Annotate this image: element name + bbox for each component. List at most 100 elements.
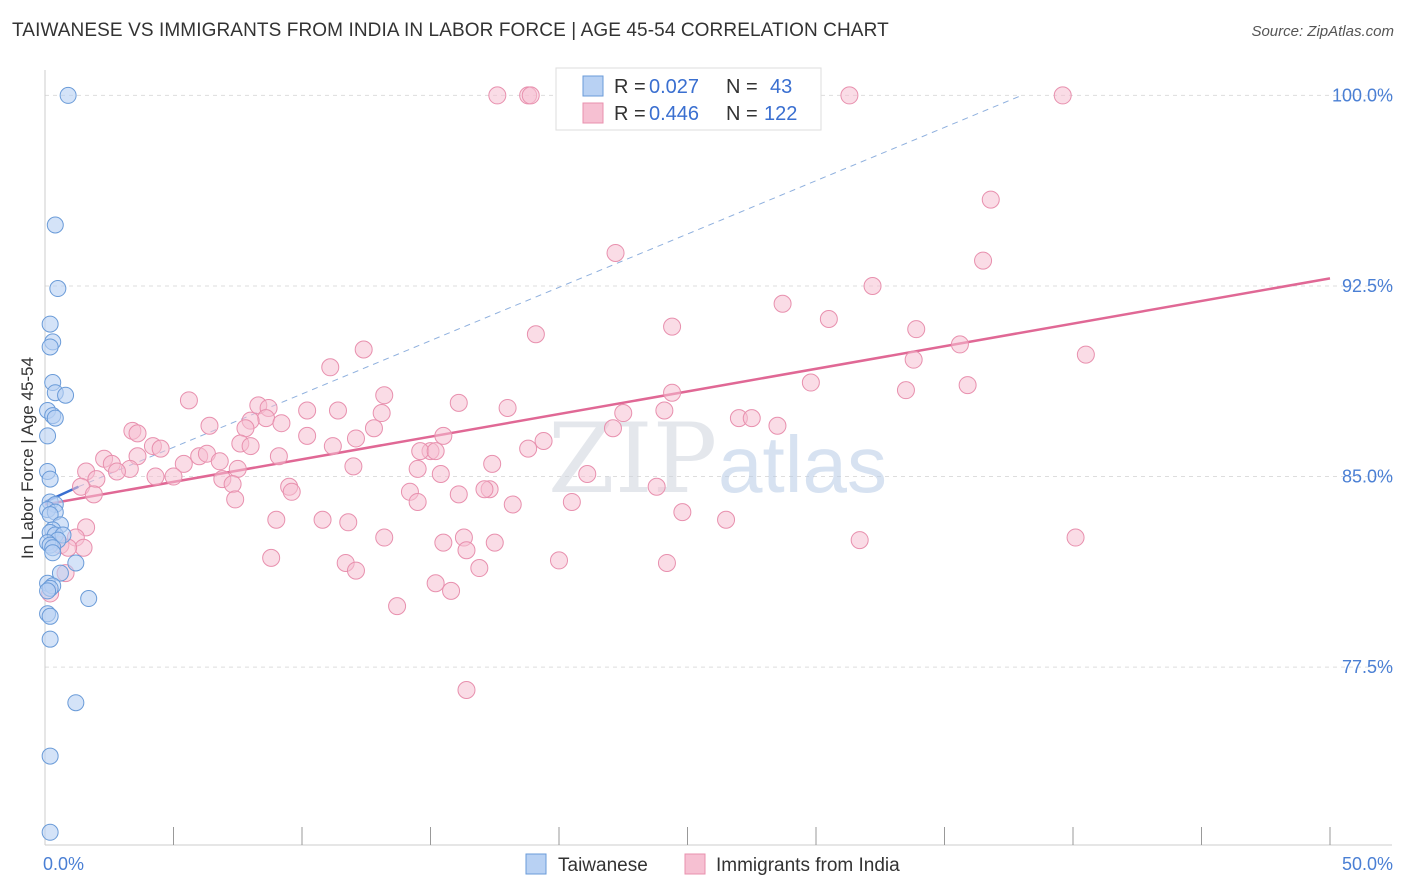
india-point [534,431,553,450]
taiwanese-points [39,86,98,841]
legend-n-value-india: 122 [764,103,797,125]
india-point [434,426,453,445]
india-point [840,86,859,105]
legend-r-label-india: R = [614,103,646,125]
india-point [411,442,430,461]
india-point [519,439,538,458]
watermark-atlas: atlas [718,420,887,509]
india-point [74,538,93,557]
taiwanese-point [57,386,75,404]
taiwanese-point [59,86,77,104]
india-point [457,541,476,560]
legend-swatch-taiwanese [582,75,604,97]
india-point [768,416,787,435]
india-point [321,358,340,377]
india-point [578,465,597,484]
india-point [346,429,365,448]
legend-n-value-taiwanese: 43 [770,76,792,98]
india-point [663,317,682,336]
series-legend-swatch-taiwanese [525,853,547,875]
taiwanese-point [41,823,59,841]
india-point [128,424,147,443]
india-point [339,513,358,532]
y-tick-label-2: 92.5% [1342,276,1393,296]
india-point [603,419,622,438]
taiwanese-point [67,554,85,572]
india-point [606,243,625,262]
india-point [614,404,633,423]
india-point [372,404,391,423]
india-point [647,477,666,496]
india-point [257,409,276,428]
series-legend: Taiwanese Immigrants from India [525,853,900,876]
india-point [323,437,342,456]
watermark: ZIP atlas [548,403,887,515]
tick-labels: 77.5% 85.0% 92.5% 100.0% 0.0% 50.0% [43,85,1393,874]
taiwanese-point [41,470,59,488]
india-point [426,574,445,593]
taiwanese-point [41,747,59,765]
india-point [375,386,394,405]
india-point [958,376,977,395]
india-point [298,426,317,445]
india-point [498,398,517,417]
india-point [657,553,676,572]
taiwanese-point [41,338,59,356]
india-point [388,597,407,616]
chart-title: TAIWANESE VS IMMIGRANTS FROM INDIA IN LA… [12,20,889,41]
india-point [550,551,568,570]
legend-r-label-taiwanese: R = [614,76,646,98]
gridlines [45,94,1392,668]
india-point [819,310,838,329]
india-point [655,401,674,420]
taiwanese-point [80,590,98,608]
series-legend-india: Immigrants from India [716,855,900,876]
india-point [408,459,427,478]
taiwanese-point [51,564,69,582]
india-point [146,467,165,486]
india-point [241,437,260,456]
y-tick-label-0: 77.5% [1342,657,1393,677]
india-point [200,416,219,435]
india-point [298,401,317,420]
taiwanese-trend-extension [78,94,1022,488]
legend-swatch-india [582,102,604,124]
india-point [673,503,692,522]
taiwanese-point [39,427,57,445]
india-point [344,457,363,476]
india-point [223,475,242,494]
india-point [151,439,170,458]
india-point [449,485,468,504]
india-point [107,462,126,481]
taiwanese-point [41,315,59,333]
legend-r-value-india: 0.446 [649,103,699,125]
india-point [375,528,394,547]
india-point [267,510,286,529]
india-point [863,276,882,295]
taiwanese-point [41,630,59,648]
india-points [41,86,1095,699]
india-trend-line [44,277,1331,506]
india-point [801,373,820,392]
india-point [262,548,281,567]
india-point [483,454,502,473]
india-point [526,325,545,344]
india-point [742,409,761,428]
india-point [562,492,581,511]
india-point [426,442,445,461]
india-point [950,335,969,354]
india-point [434,533,453,552]
india-point [981,190,1000,209]
india-point [449,393,468,412]
india-point [272,414,291,433]
x-tick-label-1: 50.0% [1342,854,1393,874]
legend-n-label-india: N = [726,103,758,125]
india-point [488,86,507,105]
india-point [907,320,926,339]
source-credit: Source: ZipAtlas.com [1251,23,1394,40]
legend-r-value-taiwanese: 0.027 [649,76,699,98]
india-point [485,533,504,552]
y-tick-label-1: 85.0% [1342,467,1393,487]
taiwanese-point [41,607,59,625]
